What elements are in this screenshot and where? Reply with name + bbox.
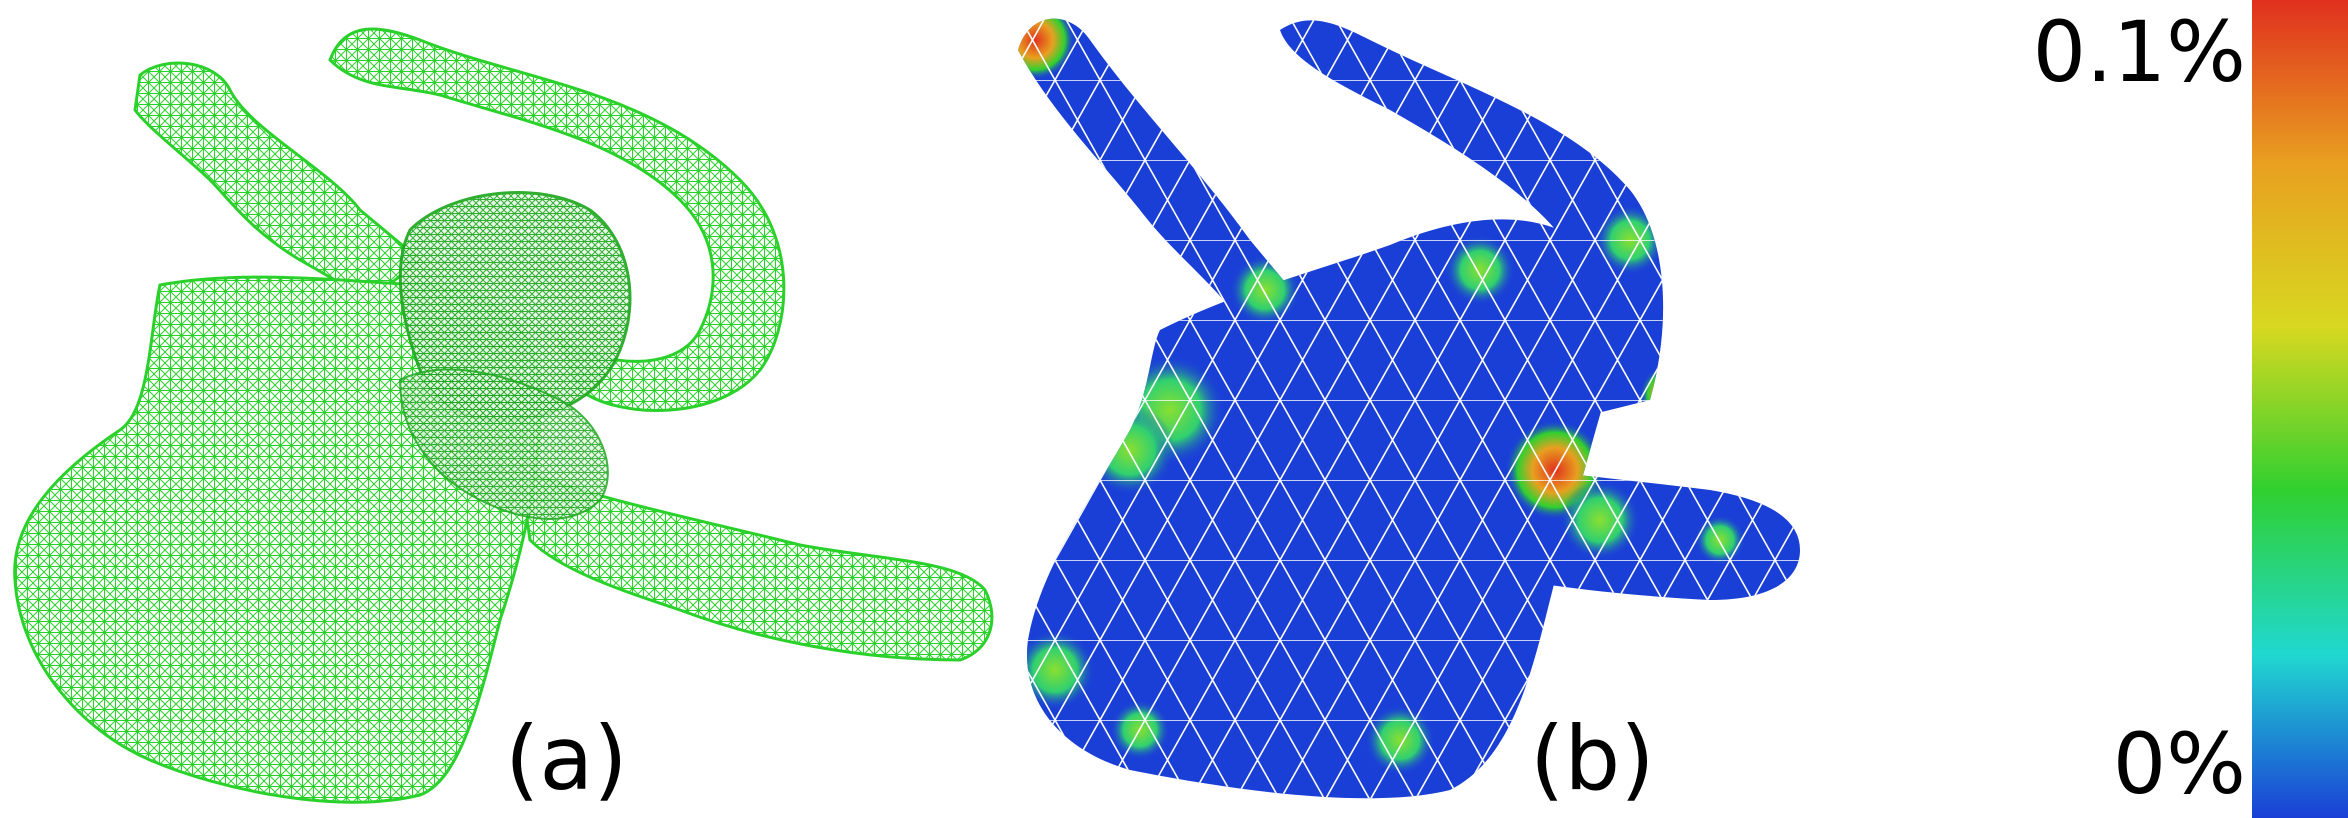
colorbar-min-label: 0% bbox=[2112, 715, 2246, 813]
colorbar-legend bbox=[2252, 0, 2348, 818]
error-surface-illustration bbox=[1018, 18, 1800, 799]
panel-a-caption: (a) bbox=[505, 707, 628, 810]
wireframe-mesh-illustration bbox=[13, 27, 994, 804]
panel-b-error-surface: (b) bbox=[1010, 0, 1990, 818]
panel-b-caption: (b) bbox=[1530, 707, 1655, 810]
panel-a-wireframe-mesh: (a) bbox=[0, 0, 1010, 818]
colorbar-max-label: 0.1% bbox=[2032, 3, 2246, 101]
